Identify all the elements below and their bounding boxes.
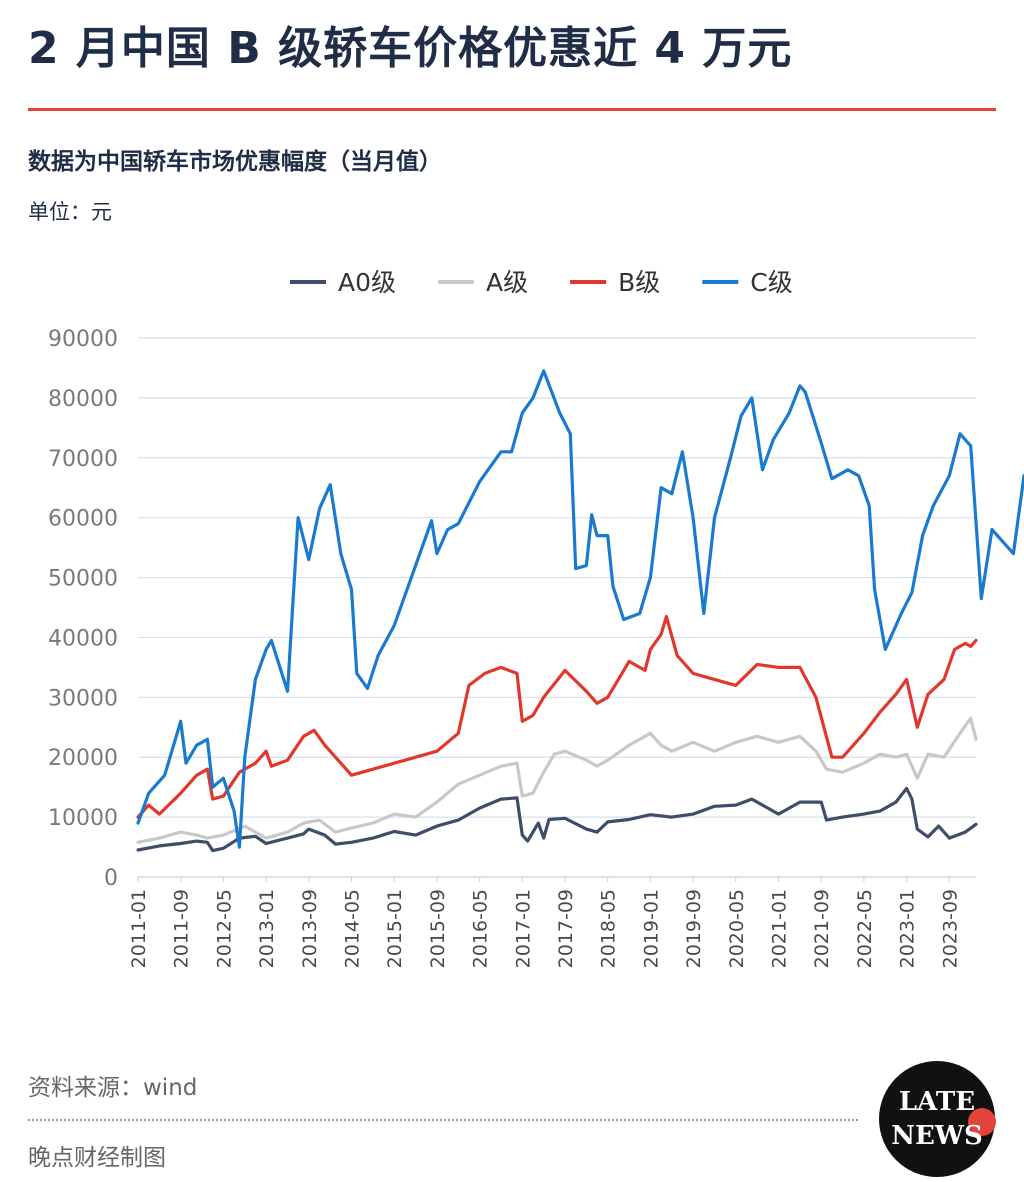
- y-tick-label: 0: [104, 866, 118, 891]
- legend-label: A级: [486, 268, 528, 297]
- logo-text-news: NEWS: [891, 1121, 983, 1151]
- x-tick-label: 2011-01: [128, 889, 150, 968]
- page-title: 2 月中国 B 级轿车价格优惠近 4 万元: [28, 23, 793, 74]
- unit-label: 单位：元: [28, 200, 112, 224]
- late-news-logo: LATE NEWS: [879, 1061, 996, 1177]
- logo-circle: [879, 1061, 995, 1177]
- x-tick-label: 2021-09: [811, 889, 833, 968]
- y-tick-label: 80000: [48, 387, 118, 412]
- x-tick-label: 2013-01: [256, 889, 278, 968]
- x-tick-label: 2015-01: [384, 889, 406, 968]
- series-line-A级: [136, 716, 978, 844]
- line-chart: 0 10000 20000 30000 40000 50000 60000 70000 8000…: [48, 268, 1024, 968]
- y-tick-label: 60000: [48, 507, 118, 532]
- x-tick-label: 2019-09: [683, 889, 705, 968]
- x-tick-label: 2023-09: [939, 889, 961, 968]
- legend-label: A0级: [338, 268, 396, 297]
- series-line-A0级: [136, 786, 978, 853]
- legend-label: C级: [750, 268, 792, 297]
- x-tick-label: 2012-05: [213, 889, 235, 968]
- x-tick-label: 2017-01: [512, 889, 534, 968]
- x-tick-label: 2013-09: [299, 889, 321, 968]
- x-tick-label: 2016-05: [470, 889, 492, 968]
- x-tick-label: 2021-01: [769, 889, 791, 968]
- y-tick-label: 50000: [48, 567, 118, 592]
- y-tick-label: 20000: [48, 746, 118, 771]
- x-tick-label: 2019-01: [640, 889, 662, 968]
- logo-text-late: LATE: [899, 1087, 975, 1117]
- x-tick-label: 2020-05: [726, 889, 748, 968]
- x-tick-label: 2011-09: [171, 889, 193, 968]
- x-tick-label: 2022-05: [854, 889, 876, 968]
- y-tick-label: 90000: [48, 327, 118, 352]
- y-tick-label: 30000: [48, 686, 118, 711]
- x-tick-label: 2023-01: [897, 889, 919, 968]
- credit-note: 晚点财经制图: [28, 1145, 166, 1171]
- title-divider: [28, 108, 996, 111]
- y-tick-label: 40000: [48, 626, 118, 651]
- x-tick-label: 2017-09: [555, 889, 577, 968]
- chart-subtitle: 数据为中国轿车市场优惠幅度（当月值）: [28, 149, 442, 175]
- x-tick-label: 2015-09: [427, 889, 449, 968]
- source-note: 资料来源：wind: [28, 1075, 198, 1101]
- series-line-C级: [136, 369, 1024, 849]
- legend-label: B级: [618, 268, 660, 297]
- y-tick-label: 70000: [48, 447, 118, 472]
- logo-red-dot: [968, 1108, 996, 1136]
- x-tick-label: 2018-05: [598, 889, 620, 968]
- footer-divider: [28, 1119, 858, 1121]
- series-line-B级: [136, 614, 978, 819]
- y-tick-label: 10000: [48, 806, 118, 831]
- x-tick-label: 2014-05: [342, 889, 364, 968]
